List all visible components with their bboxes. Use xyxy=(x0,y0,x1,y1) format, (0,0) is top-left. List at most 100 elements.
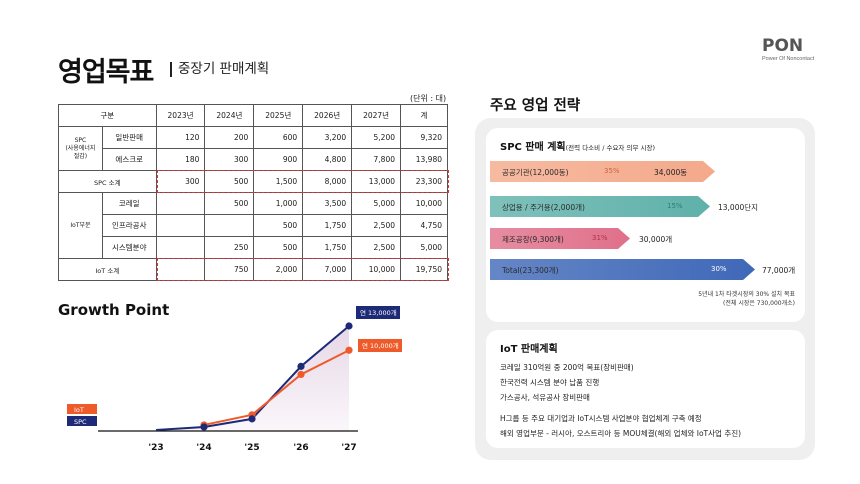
table-cell: 900 xyxy=(253,148,304,171)
target-bar xyxy=(490,228,630,249)
target-bar-label: 제조공장(9,300개) xyxy=(502,235,564,244)
target-bar-percent: 31% xyxy=(592,234,608,242)
table-row: 시스템분야 250 500 1,750 2,500 5,000 xyxy=(59,236,448,259)
logo-mark: PON xyxy=(762,36,804,56)
table-cell: 120 xyxy=(155,126,206,149)
x-tick-label: '25 xyxy=(244,443,259,453)
iot-series-line xyxy=(203,349,350,426)
table-cell: 7,800 xyxy=(351,148,402,171)
spc-plan-title: SPC 판매 계획 xyxy=(500,142,566,153)
header-total: 계 xyxy=(400,104,448,127)
header-category: 구분 xyxy=(58,104,157,127)
table-cell: 500 xyxy=(253,214,304,237)
table-cell: 13,000 xyxy=(351,170,402,193)
header-2023: 2023년 xyxy=(155,104,206,127)
target-bar xyxy=(490,161,715,182)
table-row: IoT부문 코레일 500 1,000 3,500 5,000 10,000 xyxy=(58,192,448,259)
target-bar-total: 34,000동 xyxy=(654,168,688,177)
table-row: 에스크로 180 300 900 4,800 7,800 13,980 xyxy=(59,148,448,171)
row-label: 일반판매 xyxy=(101,126,157,149)
table-cell: 10,000 xyxy=(400,192,448,215)
iot-plan-line: 해외 영업부문 - 러시아, 오스트리아 등 MOU체결(해외 업체와 IoT사… xyxy=(500,429,742,438)
table-cell: 3,200 xyxy=(302,126,353,149)
table-cell: 600 xyxy=(253,126,304,149)
callout-iot-box xyxy=(358,339,402,352)
table-cell: 300 xyxy=(155,170,206,193)
iot-data-point xyxy=(345,346,353,354)
spc-data-point xyxy=(200,423,208,431)
table-cell: 9,320 xyxy=(400,126,448,149)
row-label: 에스크로 xyxy=(101,148,157,171)
strategy-title: 주요 영업 전략 xyxy=(490,98,581,114)
table-cell: 2,500 xyxy=(351,214,402,237)
table-row: SPC (사용에너지 절감) 일반판매 120 200 600 3,200 5,… xyxy=(58,126,448,171)
header-2027: 2027년 xyxy=(351,104,402,127)
subtotal-label: IoT 소계 xyxy=(58,258,157,281)
table-cell xyxy=(204,214,255,237)
row-label: 시스템분야 xyxy=(101,236,157,259)
spc-data-point xyxy=(345,322,353,330)
target-bar-percent: 15% xyxy=(667,202,683,210)
table-cell: 1,750 xyxy=(302,214,353,237)
spc-data-point xyxy=(248,415,256,423)
table-cell: 500 xyxy=(253,236,304,259)
table-cell: 5,200 xyxy=(351,126,402,149)
table-cell xyxy=(155,236,206,259)
footnote-line-1: 5년내 1차 타겟시장의 30% 설치 목표 xyxy=(698,291,795,298)
iot-subtotal-row: IoT 소계 750 2,000 7,000 10,000 19,750 xyxy=(58,258,448,281)
table-cell: 4,750 xyxy=(400,214,448,237)
iot-plan-heading: IoT 판매계획 xyxy=(500,344,558,355)
row-label: 코레일 xyxy=(101,192,157,215)
target-bar-percent: 35% xyxy=(604,167,620,175)
growth-title: Growth Point xyxy=(58,301,170,319)
table-cell xyxy=(155,192,206,215)
spc-plan-note: (전력 다소비 / 수요자 의무 시장) xyxy=(565,144,655,152)
footnote-line-2: (전체 시장은 730,000개소) xyxy=(723,300,795,307)
table-cell: 750 xyxy=(204,258,255,281)
table-cell: 7,000 xyxy=(302,258,353,281)
target-bar-total: 77,000개 xyxy=(762,266,796,275)
callout-iot-text: 연 10,000개 xyxy=(362,341,399,350)
table-cell: 8,000 xyxy=(302,170,353,193)
growth-chart: '23 '24 '25 '26 '27 IoT SPC 연 13,000개 연 10,0… xyxy=(67,306,402,453)
iot-plan-card xyxy=(486,330,805,448)
target-bar-percent: 30% xyxy=(711,265,727,273)
spc-data-point xyxy=(297,362,305,370)
company-logo: PON Power Of Noncontact xyxy=(762,38,822,72)
table-unit: (단위 : 대) xyxy=(410,94,447,103)
table-cell: 200 xyxy=(204,126,255,149)
subtotal-label: SPC 소계 xyxy=(58,170,157,193)
table-cell: 1,750 xyxy=(302,236,353,259)
x-tick-label: '23 xyxy=(148,443,163,453)
target-bar-label: 상업용 / 주거용(2,000개) xyxy=(502,203,585,212)
row-label: 인프라공사 xyxy=(101,214,157,237)
table-row: 인프라공사 500 1,750 2,500 4,750 xyxy=(59,214,448,237)
page-title: 영업목표 xyxy=(58,57,154,88)
table-cell: 5,000 xyxy=(400,236,448,259)
header-2026: 2026년 xyxy=(302,104,353,127)
table-cell: 180 xyxy=(155,148,206,171)
table-cell: 10,000 xyxy=(351,258,402,281)
spc-subtotal-row: SPC 소계 300 500 1,500 8,000 13,000 23,300 xyxy=(58,170,448,193)
table-cell: 3,500 xyxy=(302,192,353,215)
callout-spc-text: 연 13,000개 xyxy=(360,308,397,317)
table-header-row: 구분 2023년 2024년 2025년 2026년 2027년 계 xyxy=(58,104,448,127)
table-cell: 4,800 xyxy=(302,148,353,171)
page-subtitle: 중장기 판매계획 xyxy=(170,62,269,77)
iot-plan-line: 한국전력 시스템 분야 납품 진행 xyxy=(500,378,600,387)
iot-data-point xyxy=(297,370,305,379)
logo-tagline: Power Of Noncontact xyxy=(762,56,815,62)
legend-spc-label: SPC xyxy=(74,418,87,426)
table-cell: 300 xyxy=(204,148,255,171)
table-cell: 19,750 xyxy=(400,258,448,281)
x-tick-label: '24 xyxy=(196,443,211,453)
table-cell: 250 xyxy=(204,236,255,259)
target-bar-total: 13,000단지 xyxy=(718,203,759,212)
x-tick-label: '26 xyxy=(293,443,308,453)
table-cell: 1,500 xyxy=(253,170,304,193)
table-cell: 500 xyxy=(204,170,255,193)
table-cell xyxy=(155,214,206,237)
target-bar-label: 공공기관(12,000동) xyxy=(502,168,569,177)
spc-footnote: 5년내 1차 타겟시장의 30% 설치 목표 (전체 시장은 730,000개소… xyxy=(660,290,795,308)
table-cell: 23,300 xyxy=(400,170,448,193)
